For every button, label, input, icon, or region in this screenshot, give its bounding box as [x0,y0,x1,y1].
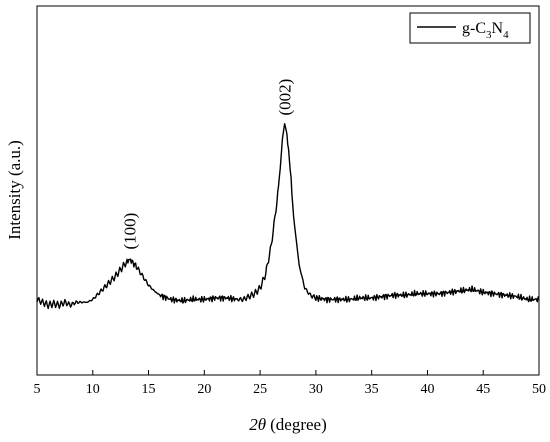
x-axis-unit: (degree) [270,415,327,434]
x-tick-label-0: 5 [34,382,41,397]
legend-box [409,12,531,44]
x-tick-label-8: 45 [476,382,490,397]
x-tick-label-9: 50 [532,382,546,397]
x-axis-tick-labels: 5 10 15 20 25 30 35 40 45 50 [34,382,547,397]
peak-label-1: (002) [276,79,295,116]
legend-label: g-C3N4 [462,20,509,41]
x-tick-label-5: 30 [309,382,323,397]
y-axis-title: Intensity (a.u.) [5,140,24,240]
x-axis-ticks [36,370,540,375]
x-axis-symbol: 2θ [249,415,266,434]
x-tick-label-1: 10 [86,382,100,397]
x-tick-label-2: 15 [142,382,156,397]
plot-frame [36,5,540,376]
x-tick-label-3: 20 [197,382,211,397]
peak-label-0: (100) [121,213,140,250]
legend: g-C3N4 [409,12,531,44]
x-tick-label-6: 35 [365,382,379,397]
x-tick-label-4: 25 [253,382,267,397]
x-tick-label-7: 40 [420,382,434,397]
peak-annotations: (100) (002) [121,79,295,250]
x-axis-title: 2θ (degree) [249,415,326,434]
series-line-g-c3n4 [36,123,540,310]
